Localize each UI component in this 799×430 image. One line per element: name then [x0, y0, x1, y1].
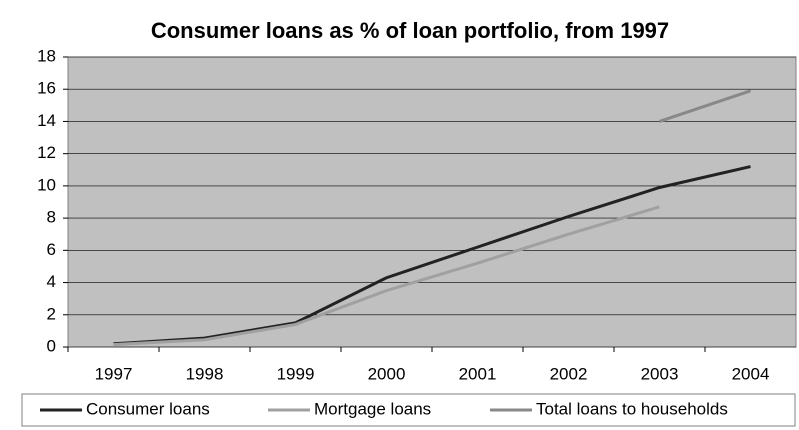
legend-box [21, 393, 796, 427]
x-tick-label: 2004 [732, 364, 770, 383]
x-tick-label: 2001 [459, 364, 497, 383]
y-tick-label: 6 [47, 240, 56, 259]
y-tick-label: 12 [37, 143, 56, 162]
legend-label: Mortgage loans [314, 399, 431, 418]
x-tick-label: 1999 [277, 364, 315, 383]
series-line [113, 205, 660, 347]
x-tick-label: 1998 [186, 364, 224, 383]
y-tick-label: 2 [47, 304, 56, 323]
x-tick-label: 1997 [95, 364, 133, 383]
y-tick-label: 18 [37, 46, 56, 65]
x-tick-label: 2003 [641, 364, 679, 383]
legend-label: Consumer loans [86, 399, 210, 418]
y-tick-label: 10 [37, 175, 56, 194]
legend-label: Total loans to households [536, 399, 728, 418]
y-tick-label: 16 [37, 79, 56, 98]
x-tick-label: 2000 [368, 364, 406, 383]
y-tick-label: 0 [47, 336, 56, 355]
x-tick-label: 2002 [550, 364, 588, 383]
series-line [113, 165, 751, 346]
y-tick-label: 8 [47, 208, 56, 227]
plot-area [67, 56, 797, 348]
chart-title: Consumer loans as % of loan portfolio, f… [151, 18, 669, 43]
y-tick-label: 14 [37, 111, 56, 130]
y-tick-label: 4 [47, 272, 56, 291]
series-line [659, 89, 751, 123]
